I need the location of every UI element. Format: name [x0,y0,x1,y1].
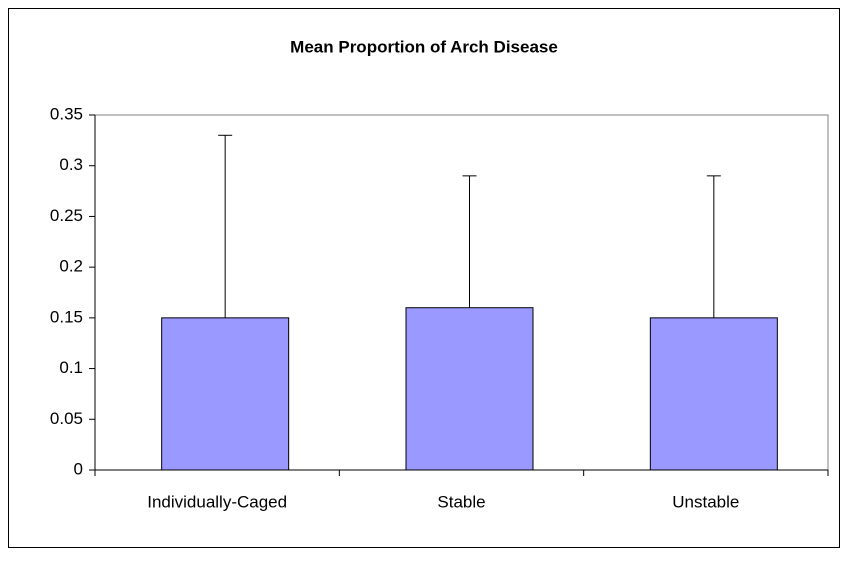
x-tick-label: Unstable [672,492,739,511]
y-tick-label: 0.05 [50,409,83,428]
y-tick-label: 0 [74,459,83,478]
y-tick-label: 0.3 [59,155,83,174]
y-tick-label: 0.15 [50,307,83,326]
chart-title: Mean Proportion of Arch Disease [290,37,558,56]
y-tick-label: 0.25 [50,206,83,225]
y-tick-label: 0.1 [59,358,83,377]
x-tick-label: Individually-Caged [147,492,287,511]
y-tick-label: 0.2 [59,257,83,276]
y-tick-label: 0.35 [50,104,83,123]
x-tick-label: Stable [437,492,485,511]
bar [649,317,778,471]
bar [161,317,290,471]
bar [405,307,534,471]
